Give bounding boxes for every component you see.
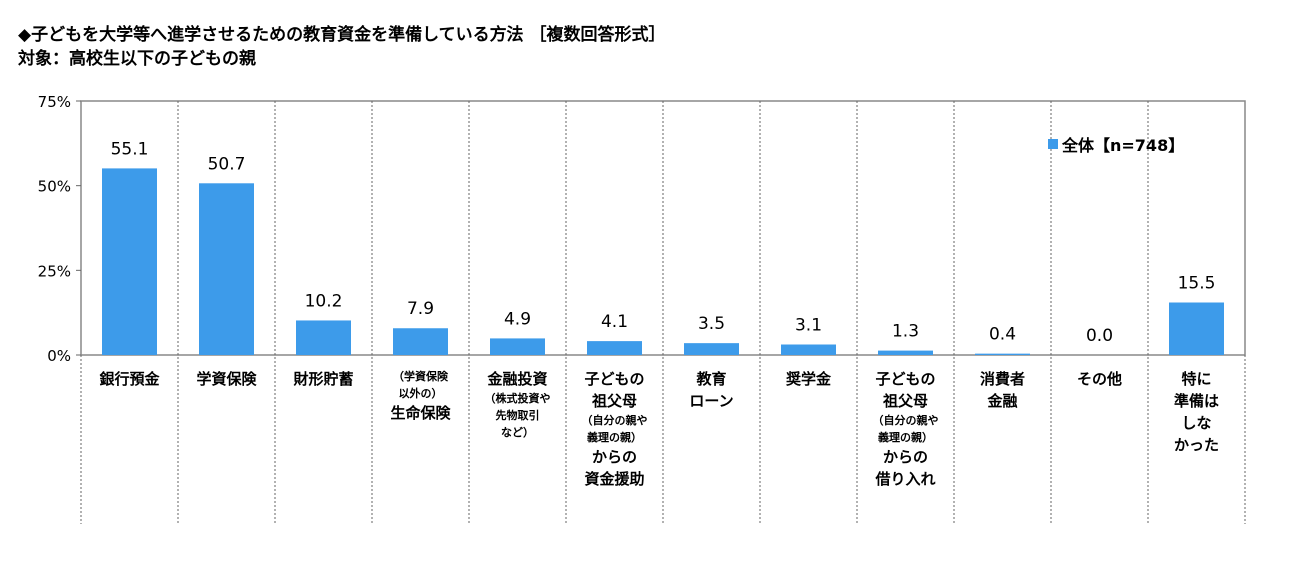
data-label: 4.1	[601, 312, 628, 332]
legend: 全体【n=748】	[1048, 132, 1184, 156]
x-category-label-line: 祖父母	[882, 392, 928, 410]
data-label: 10.2	[305, 291, 343, 311]
x-category-label-line: 借り入れ	[875, 470, 936, 488]
data-label: 15.5	[1178, 274, 1216, 294]
x-category-label: 教育 ローン	[663, 368, 760, 412]
data-label: 50.7	[208, 154, 246, 174]
x-category-label-line: 奨学金	[785, 370, 831, 388]
x-category-label-line: 教育	[696, 370, 727, 388]
x-category-label: 消費者 金融	[954, 368, 1051, 412]
data-label: 3.5	[698, 314, 725, 334]
data-label: 1.3	[892, 322, 919, 342]
x-category-label-line: （自分の親や	[872, 414, 939, 427]
data-label: 3.1	[795, 316, 822, 336]
x-category-label: 銀行預金	[81, 368, 178, 390]
data-label: 4.9	[504, 309, 531, 329]
x-category-label: 奨学金	[760, 368, 857, 390]
x-category-label: （学資保険以外の） 生命保険	[372, 368, 469, 424]
x-category-label-line: 子どもの	[584, 370, 645, 388]
bar	[878, 350, 933, 355]
x-category-label: 財形貯蓄	[275, 368, 372, 390]
legend-swatch	[1048, 139, 1058, 149]
x-category-label-line: など）	[501, 426, 534, 439]
x-category-label: 子どもの祖父母 （自分の親や 義理の親） からの資金援助	[566, 368, 663, 490]
x-category-label-line: からの	[591, 448, 637, 466]
bar	[490, 338, 545, 355]
bar	[1169, 302, 1224, 355]
data-label: 55.1	[111, 139, 149, 159]
x-category-label-line: 準備は	[1173, 392, 1219, 410]
chart-title: ◆子どもを大学等へ進学させるための教育資金を準備している方法 ［複数回答形式］	[18, 25, 666, 45]
y-tick-label: 0%	[47, 347, 71, 365]
x-category-label-line: （株式投資や	[484, 392, 551, 405]
x-category-label-line: ローン	[689, 392, 734, 410]
x-category-label: 特に準備はしなかった	[1148, 368, 1245, 456]
bar	[587, 341, 642, 355]
chart-subtitle: 対象：高校生以下の子どもの親	[18, 49, 256, 69]
x-category-label-line: 財形貯蓄	[293, 370, 354, 388]
x-category-label-line: 以外の）	[398, 387, 443, 400]
data-label: 7.9	[407, 299, 434, 319]
x-category-label: 金融投資 （株式投資や 先物取引など）	[469, 368, 566, 441]
x-category-label-line: （学資保険	[393, 370, 448, 383]
x-category-label-line: 資金援助	[584, 470, 645, 488]
x-category-label-line: （自分の親や	[581, 414, 648, 427]
x-category-label-line: かった	[1173, 436, 1219, 454]
x-category-label-line: 先物取引	[495, 409, 540, 422]
bar	[781, 344, 836, 355]
x-category-label-line: 生命保険	[390, 404, 451, 422]
x-category-label: 学資保険	[178, 368, 275, 390]
bar	[102, 168, 157, 355]
bar	[975, 353, 1030, 355]
x-category-label-line: 銀行預金	[99, 370, 160, 388]
data-label: 0.4	[989, 325, 1016, 345]
x-category-label-line: 金融投資	[487, 370, 548, 388]
bar	[296, 320, 351, 355]
bar	[199, 183, 254, 355]
x-category-label-line: 祖父母	[591, 392, 637, 410]
x-category-label-line: 消費者	[979, 370, 1025, 388]
x-category-label-line: しな	[1181, 414, 1212, 432]
x-category-label: 子どもの祖父母 （自分の親や 義理の親） からの借り入れ	[857, 368, 954, 490]
bar	[684, 343, 739, 355]
x-category-label-line: 義理の親）	[587, 431, 642, 444]
legend-label: 全体【n=748】	[1062, 136, 1185, 155]
data-label: 0.0	[1086, 326, 1113, 346]
x-category-label-line: 学資保険	[196, 370, 257, 388]
x-category-label-line: 金融	[987, 392, 1018, 410]
x-category-label: その他	[1051, 368, 1148, 390]
x-category-label-line: 義理の親）	[878, 431, 933, 444]
x-category-label-line: 特に	[1181, 370, 1212, 388]
x-category-label-line: からの	[882, 448, 928, 466]
x-category-label-line: 子どもの	[875, 370, 936, 388]
y-tick-label: 75%	[38, 93, 71, 111]
x-category-label-line: その他	[1076, 370, 1122, 388]
y-tick-label: 25%	[38, 262, 71, 280]
y-tick-label: 50%	[38, 178, 71, 196]
bar	[393, 328, 448, 355]
